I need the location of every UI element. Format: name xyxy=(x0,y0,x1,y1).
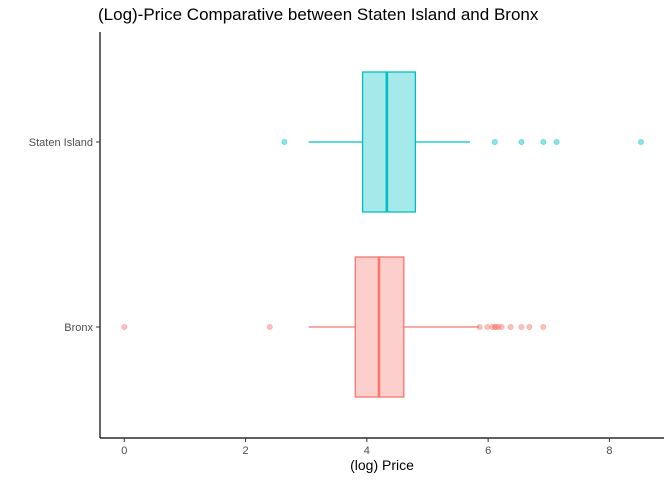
x-tick-label: 6 xyxy=(485,445,491,457)
bronx-outlier-point xyxy=(484,324,491,330)
y-tick-label: Staten Island xyxy=(29,137,93,149)
staten-island-outlier-point xyxy=(518,139,525,145)
bronx-outlier-point xyxy=(526,324,533,330)
bronx-outlier-point xyxy=(540,324,547,330)
staten-island-outlier-point xyxy=(540,139,547,145)
bronx-outlier-point xyxy=(121,324,128,330)
staten-island-outlier-point xyxy=(491,139,498,145)
bronx-outlier-point xyxy=(507,324,514,330)
bronx-outlier-point xyxy=(518,324,525,330)
chart-title: (Log)-Price Comparative between Staten I… xyxy=(98,5,539,24)
staten-island-outlier-point xyxy=(553,139,560,145)
x-tick-label: 2 xyxy=(242,445,248,457)
staten-island-box xyxy=(361,71,417,213)
bronx-outlier-point xyxy=(476,324,483,330)
staten-island-outlier-point xyxy=(638,139,644,145)
bronx-outlier-point xyxy=(266,324,273,330)
bronx-outlier-point xyxy=(498,324,505,330)
x-tick-label: 0 xyxy=(121,445,127,457)
x-tick-label: 4 xyxy=(364,445,370,457)
staten-island-outlier-point xyxy=(281,139,288,145)
x-tick-label: 8 xyxy=(606,445,612,457)
bronx-outlier-point xyxy=(495,324,502,330)
x-axis-title: (log) Price xyxy=(350,457,414,473)
y-tick-label: Bronx xyxy=(64,322,93,334)
